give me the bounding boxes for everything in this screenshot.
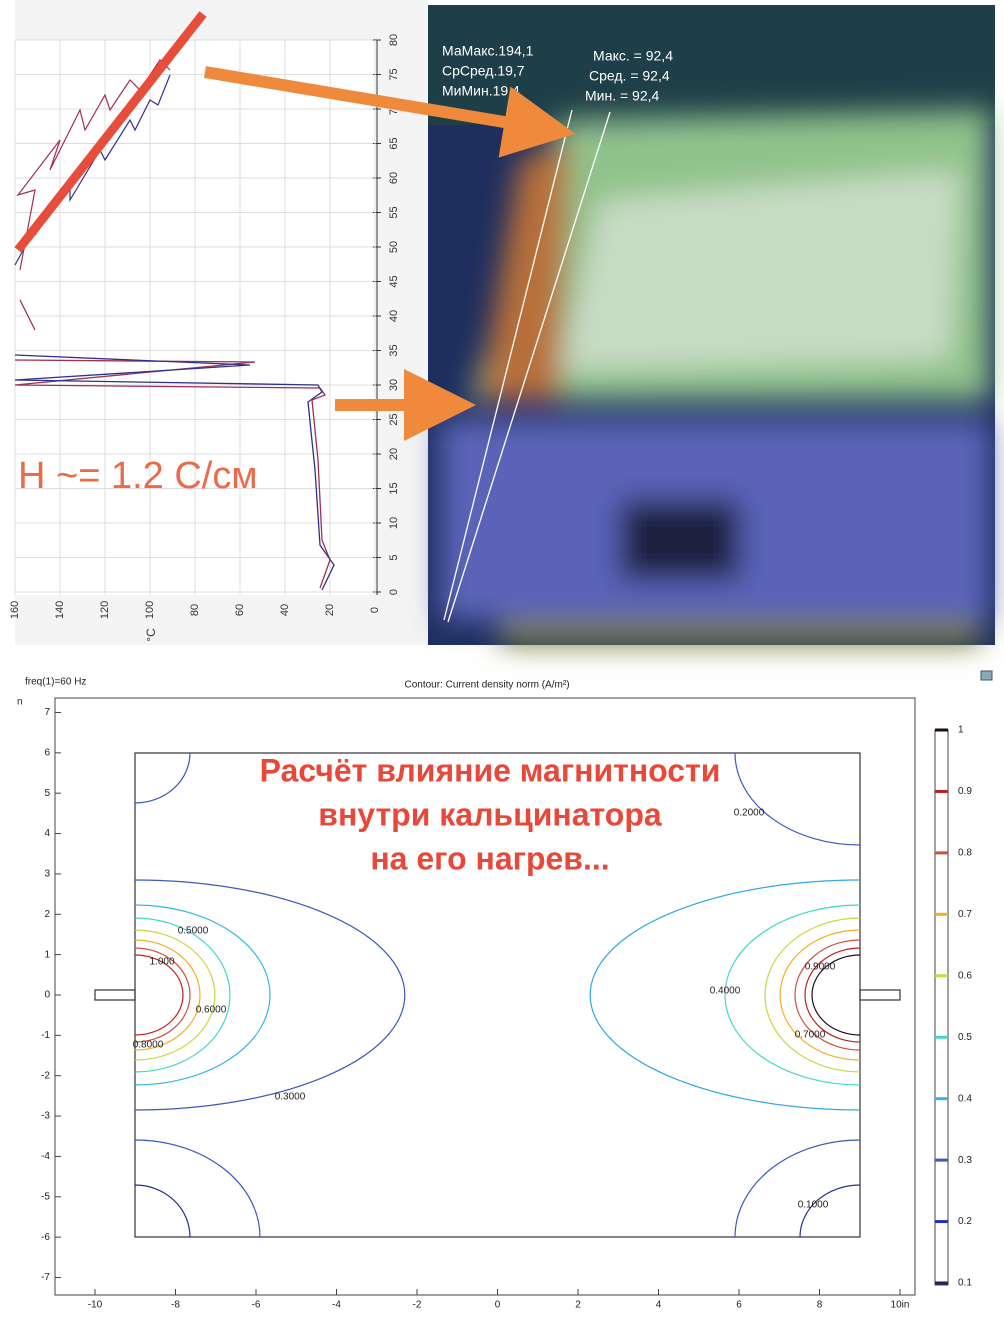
- x-tick-label: 0: [495, 1300, 501, 1311]
- temp-tick-label: 0: [369, 607, 381, 613]
- overlay-text: МаМакс.194,1: [442, 43, 534, 59]
- icon[interactable]: [980, 670, 993, 681]
- contour-label: 0.5000: [178, 926, 209, 937]
- contour-label: 0.1000: [798, 1200, 829, 1211]
- height-tick-label: 50: [388, 241, 400, 253]
- height-tick-label: 15: [388, 482, 400, 494]
- temp-tick-label: 140: [54, 601, 66, 619]
- y-tick-label: -6: [41, 1232, 50, 1243]
- contour-label: 0.8000: [133, 1040, 164, 1051]
- y-tick-label: -5: [41, 1191, 50, 1202]
- y-tick-label: 5: [44, 788, 50, 799]
- annotation-line: на его нагрев...: [370, 840, 609, 876]
- x-tick-label: -8: [171, 1300, 180, 1311]
- plot-title: Contour: Current density norm (A/m²): [404, 680, 569, 691]
- contour-label: 0.7000: [795, 1030, 826, 1041]
- height-tick-label: 40: [388, 310, 400, 322]
- x-tick-label: 10in: [891, 1300, 910, 1311]
- x-tick-label: -6: [252, 1300, 261, 1311]
- temp-tick-label: 40: [279, 604, 291, 616]
- annotation: H ~= 1.2 С/см: [18, 455, 257, 497]
- y-tick-label: 7: [44, 707, 50, 718]
- annotation-line: внутри кальцинатора: [318, 796, 662, 832]
- thermal-image: [428, 5, 995, 645]
- x-tick-label: -10: [88, 1300, 103, 1311]
- height-tick-label: 55: [388, 206, 400, 218]
- overlay-text: МиМин.19,4: [442, 83, 520, 99]
- height-tick-label: 20: [388, 448, 400, 460]
- x-tick-label: 8: [817, 1300, 823, 1311]
- y-tick-label: -4: [41, 1151, 50, 1162]
- contour-label: 0.4000: [710, 986, 741, 997]
- height-tick-label: 35: [388, 344, 400, 356]
- temp-tick-label: 20: [324, 604, 336, 616]
- profile-blue: [14, 354, 335, 591]
- header: freq(1)=60 Hz: [25, 677, 86, 688]
- height-tick-label: 30: [388, 379, 400, 391]
- arrow: [204, 66, 576, 158]
- height-tick-label: 25: [388, 413, 400, 425]
- x-tick-label: 4: [656, 1300, 662, 1311]
- x-tick-label: -4: [332, 1300, 341, 1311]
- contour-label: 1.000: [149, 957, 174, 968]
- contours: [94, 752, 901, 1238]
- y-tick-label: 3: [44, 869, 50, 880]
- colorbar-label: 0.4: [958, 1093, 972, 1104]
- colorbar-label: 0.5: [958, 1032, 972, 1043]
- plot-frame: [54, 697, 916, 1296]
- readout: Мин. = 92,4: [585, 88, 660, 104]
- temp-tick-label: 100: [144, 601, 156, 619]
- temp-tick-label: 120: [99, 601, 111, 619]
- height-tick-label: 0: [388, 589, 400, 595]
- colorbar-label: 0.3: [958, 1155, 972, 1166]
- colorbar-label: 0.9: [958, 786, 972, 797]
- unit-label: °C: [144, 628, 158, 642]
- y-tick-label: 6: [44, 747, 50, 758]
- y-tick-label: 4: [44, 828, 50, 839]
- height-tick-label: 65: [388, 137, 400, 149]
- x-tick-label: -2: [413, 1300, 422, 1311]
- annotation-line: Расчёт влияние магнитности: [260, 752, 721, 788]
- contour-label: 0.6000: [196, 1005, 227, 1016]
- y-tick-label: 2: [44, 909, 50, 920]
- height-tick-label: 75: [388, 68, 400, 80]
- height-tick-label: 60: [388, 172, 400, 184]
- contour-label: 0.3000: [275, 1092, 306, 1103]
- colorbar-label: 0.8: [958, 848, 972, 859]
- temp-tick-label: 60: [234, 604, 246, 616]
- readout: Сред. = 92,4: [589, 68, 670, 84]
- height-tick-label: 10: [388, 517, 400, 529]
- x-tick-label: 2: [575, 1300, 581, 1311]
- y-tick-label: -2: [41, 1070, 50, 1081]
- overlay-text: СрСред.19,7: [442, 63, 525, 79]
- colorbar-label: 0.1: [958, 1278, 972, 1289]
- colorbar-label: 0.2: [958, 1216, 972, 1227]
- colorbar-label: 1: [958, 725, 964, 736]
- y-tick-label: 1: [44, 949, 50, 960]
- y-tick-label: -3: [41, 1111, 50, 1122]
- colorbar-label: 0.6: [958, 970, 972, 981]
- temp-tick-label: 160: [9, 601, 21, 619]
- y-tick-label: -7: [41, 1272, 50, 1283]
- y-unit: n: [17, 697, 23, 708]
- x-tick-label: 6: [736, 1300, 742, 1311]
- contour-label: 0.9000: [805, 962, 836, 973]
- y-tick-label: -1: [41, 1030, 50, 1041]
- height-tick-label: 45: [388, 275, 400, 287]
- colorbar-label: 0.7: [958, 909, 972, 920]
- temp-tick-label: 80: [189, 604, 201, 616]
- plot-area: [15, 40, 377, 595]
- readout: Макс. = 92,4: [593, 48, 673, 64]
- colorbar: [934, 729, 949, 1286]
- profile-red: [14, 299, 331, 589]
- contour-label: 0.2000: [734, 808, 765, 819]
- y-tick-label: 0: [44, 990, 50, 1001]
- height-tick-label: 80: [388, 34, 400, 46]
- height-tick-label: 5: [388, 554, 400, 560]
- trend-line: [14, 11, 207, 253]
